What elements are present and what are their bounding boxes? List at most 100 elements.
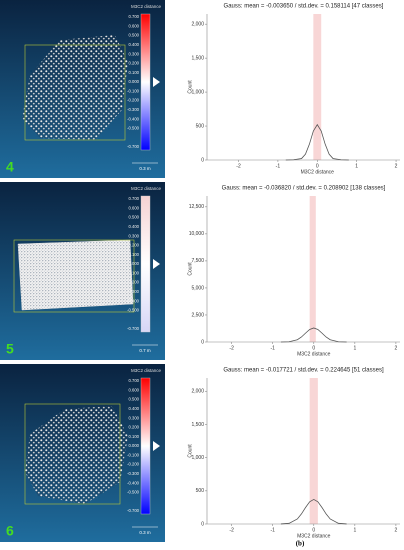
colorbar-label: -0.700 [127, 508, 140, 513]
colorbar-title: M3C2 distance [131, 368, 162, 373]
colorbar-marker [153, 441, 160, 451]
screenshot: M3C2 distance 0.700 0.600 0.500 0.400 0.300 0.… [0, 0, 165, 178]
colorbar-label: 0.400 [129, 406, 140, 411]
highlight-band [313, 14, 322, 160]
y-tick-label: 2,000 [191, 389, 204, 395]
highlight-band [309, 196, 316, 342]
colorbar-label: 0.400 [129, 42, 140, 47]
colorbar-label: 0.100 [129, 434, 140, 439]
colorbar-label: -0.400 [127, 480, 140, 485]
chart-title: Gauss: mean = -0.036820 / std.dev. = 0.2… [222, 186, 386, 192]
x-tick-label: 1 [353, 345, 356, 351]
colorbar-label: 0.700 [129, 14, 140, 19]
y-tick-label: 7,500 [191, 258, 204, 264]
chart: Gauss: mean = -0.036820 / std.dev. = 0.2… [187, 186, 400, 357]
chart: Gauss: mean = -0.017721 / std.dev. = 0.2… [187, 368, 400, 539]
colorbar-label: -0.200 [127, 98, 140, 103]
y-tick-label: 0 [201, 157, 204, 163]
scale-bar-label: 0.3 m [139, 530, 151, 535]
x-tick-label: 1 [353, 527, 356, 533]
colorbar-label: -0.500 [127, 126, 140, 131]
colorbar-marker [153, 77, 160, 87]
x-tick-label: -1 [276, 163, 281, 169]
y-tick-label: 1,000 [191, 89, 204, 95]
colorbar-label: 0.300 [129, 415, 140, 420]
colorbar-label: -0.300 [127, 471, 140, 476]
bounding-box [24, 44, 126, 141]
colorbar-label: -0.700 [127, 144, 140, 149]
y-tick-label: 500 [196, 123, 205, 129]
x-tick-label: 2 [395, 163, 398, 169]
colorbar [140, 195, 151, 333]
colorbar-label: 0.600 [129, 23, 140, 28]
colorbar-label: -0.500 [127, 490, 140, 495]
y-tick-label: 0 [201, 339, 204, 345]
colorbar-label: 0.300 [129, 233, 140, 238]
colorbar-label: 0.600 [129, 387, 140, 392]
y-axis-label: Count [187, 80, 193, 94]
point-cloud [17, 239, 134, 311]
colorbar-label: 0.200 [129, 425, 140, 430]
colorbar-label: -0.700 [127, 326, 140, 331]
colorbar-label: 0.200 [129, 61, 140, 66]
colorbar-title: M3C2 distance [131, 4, 162, 9]
colorbar-label: -0.100 [127, 88, 140, 93]
point-cloud [22, 35, 128, 140]
caption: (b) [296, 540, 305, 548]
colorbar-label: 0.000 [129, 261, 140, 266]
colorbar-label: 0.700 [129, 378, 140, 383]
colorbar-label: -0.500 [127, 308, 140, 313]
y-tick-label: 2,000 [191, 22, 204, 28]
x-tick-label: -1 [270, 345, 275, 351]
colorbar-label: 0.400 [129, 224, 140, 229]
y-axis-label: Count [187, 444, 193, 458]
colorbar-label: 0.600 [129, 205, 140, 210]
x-tick-label: 0 [312, 527, 315, 533]
x-tick-label: 0 [316, 163, 319, 169]
x-tick-label: -2 [229, 345, 234, 351]
colorbar-label: 0.500 [129, 215, 140, 220]
scale-bar-label: 0.3 m [139, 166, 151, 171]
scale-bar-label: 0.7 m [139, 348, 151, 353]
bounding-box [24, 403, 121, 505]
colorbar-label: 0.100 [129, 252, 140, 257]
y-tick-label: 5,000 [191, 285, 204, 291]
chart-title: Gauss: mean = -0.003650 / std.dev. = 0.1… [224, 4, 384, 10]
y-axis-label: Count [187, 262, 193, 276]
colorbar-label: -0.300 [127, 289, 140, 294]
gauss-curve [280, 327, 347, 343]
colorbar-label: 0.700 [129, 196, 140, 201]
view-number: 6 [6, 523, 14, 539]
y-tick-label: 2,500 [191, 312, 204, 318]
y-tick-label: 500 [196, 488, 205, 494]
colorbar-label: 0.000 [129, 443, 140, 448]
colorbar-label: 0.000 [129, 79, 140, 84]
colorbar-label: 0.200 [129, 243, 140, 248]
chart: Gauss: mean = -0.003650 / std.dev. = 0.1… [187, 4, 400, 175]
x-tick-label: 1 [355, 163, 358, 169]
chart-title: Gauss: mean = -0.017721 / std.dev. = 0.2… [223, 368, 384, 374]
screenshot: M3C2 distance 0.700 0.600 0.500 0.400 0.300 0.… [0, 364, 165, 542]
colorbar-title: M3C2 distance [131, 186, 162, 191]
gauss-curve [285, 123, 349, 161]
bounding-box [13, 239, 135, 313]
colorbar-label: 0.500 [129, 33, 140, 38]
gauss-curve [280, 498, 347, 525]
x-tick-label: 2 [395, 527, 398, 533]
x-axis-label: M3C2 distance [297, 533, 331, 539]
colorbar-label: 0.300 [129, 51, 140, 56]
y-tick-label: 1,000 [191, 455, 204, 461]
x-tick-label: -2 [229, 527, 234, 533]
colorbar-label: 0.100 [129, 70, 140, 75]
colorbar-marker [153, 259, 160, 269]
y-tick-label: 0 [201, 521, 204, 527]
colorbar-label: -0.200 [127, 462, 140, 467]
y-tick-label: 1,500 [191, 422, 204, 428]
x-tick-label: 2 [395, 345, 398, 351]
highlight-band [309, 378, 318, 524]
colorbar-label: -0.400 [127, 298, 140, 303]
colorbar-label: -0.100 [127, 270, 140, 275]
y-tick-label: 12,500 [189, 204, 205, 210]
screenshot: M3C2 distance 0.700 0.600 0.500 0.400 0.300 0.… [0, 182, 165, 360]
